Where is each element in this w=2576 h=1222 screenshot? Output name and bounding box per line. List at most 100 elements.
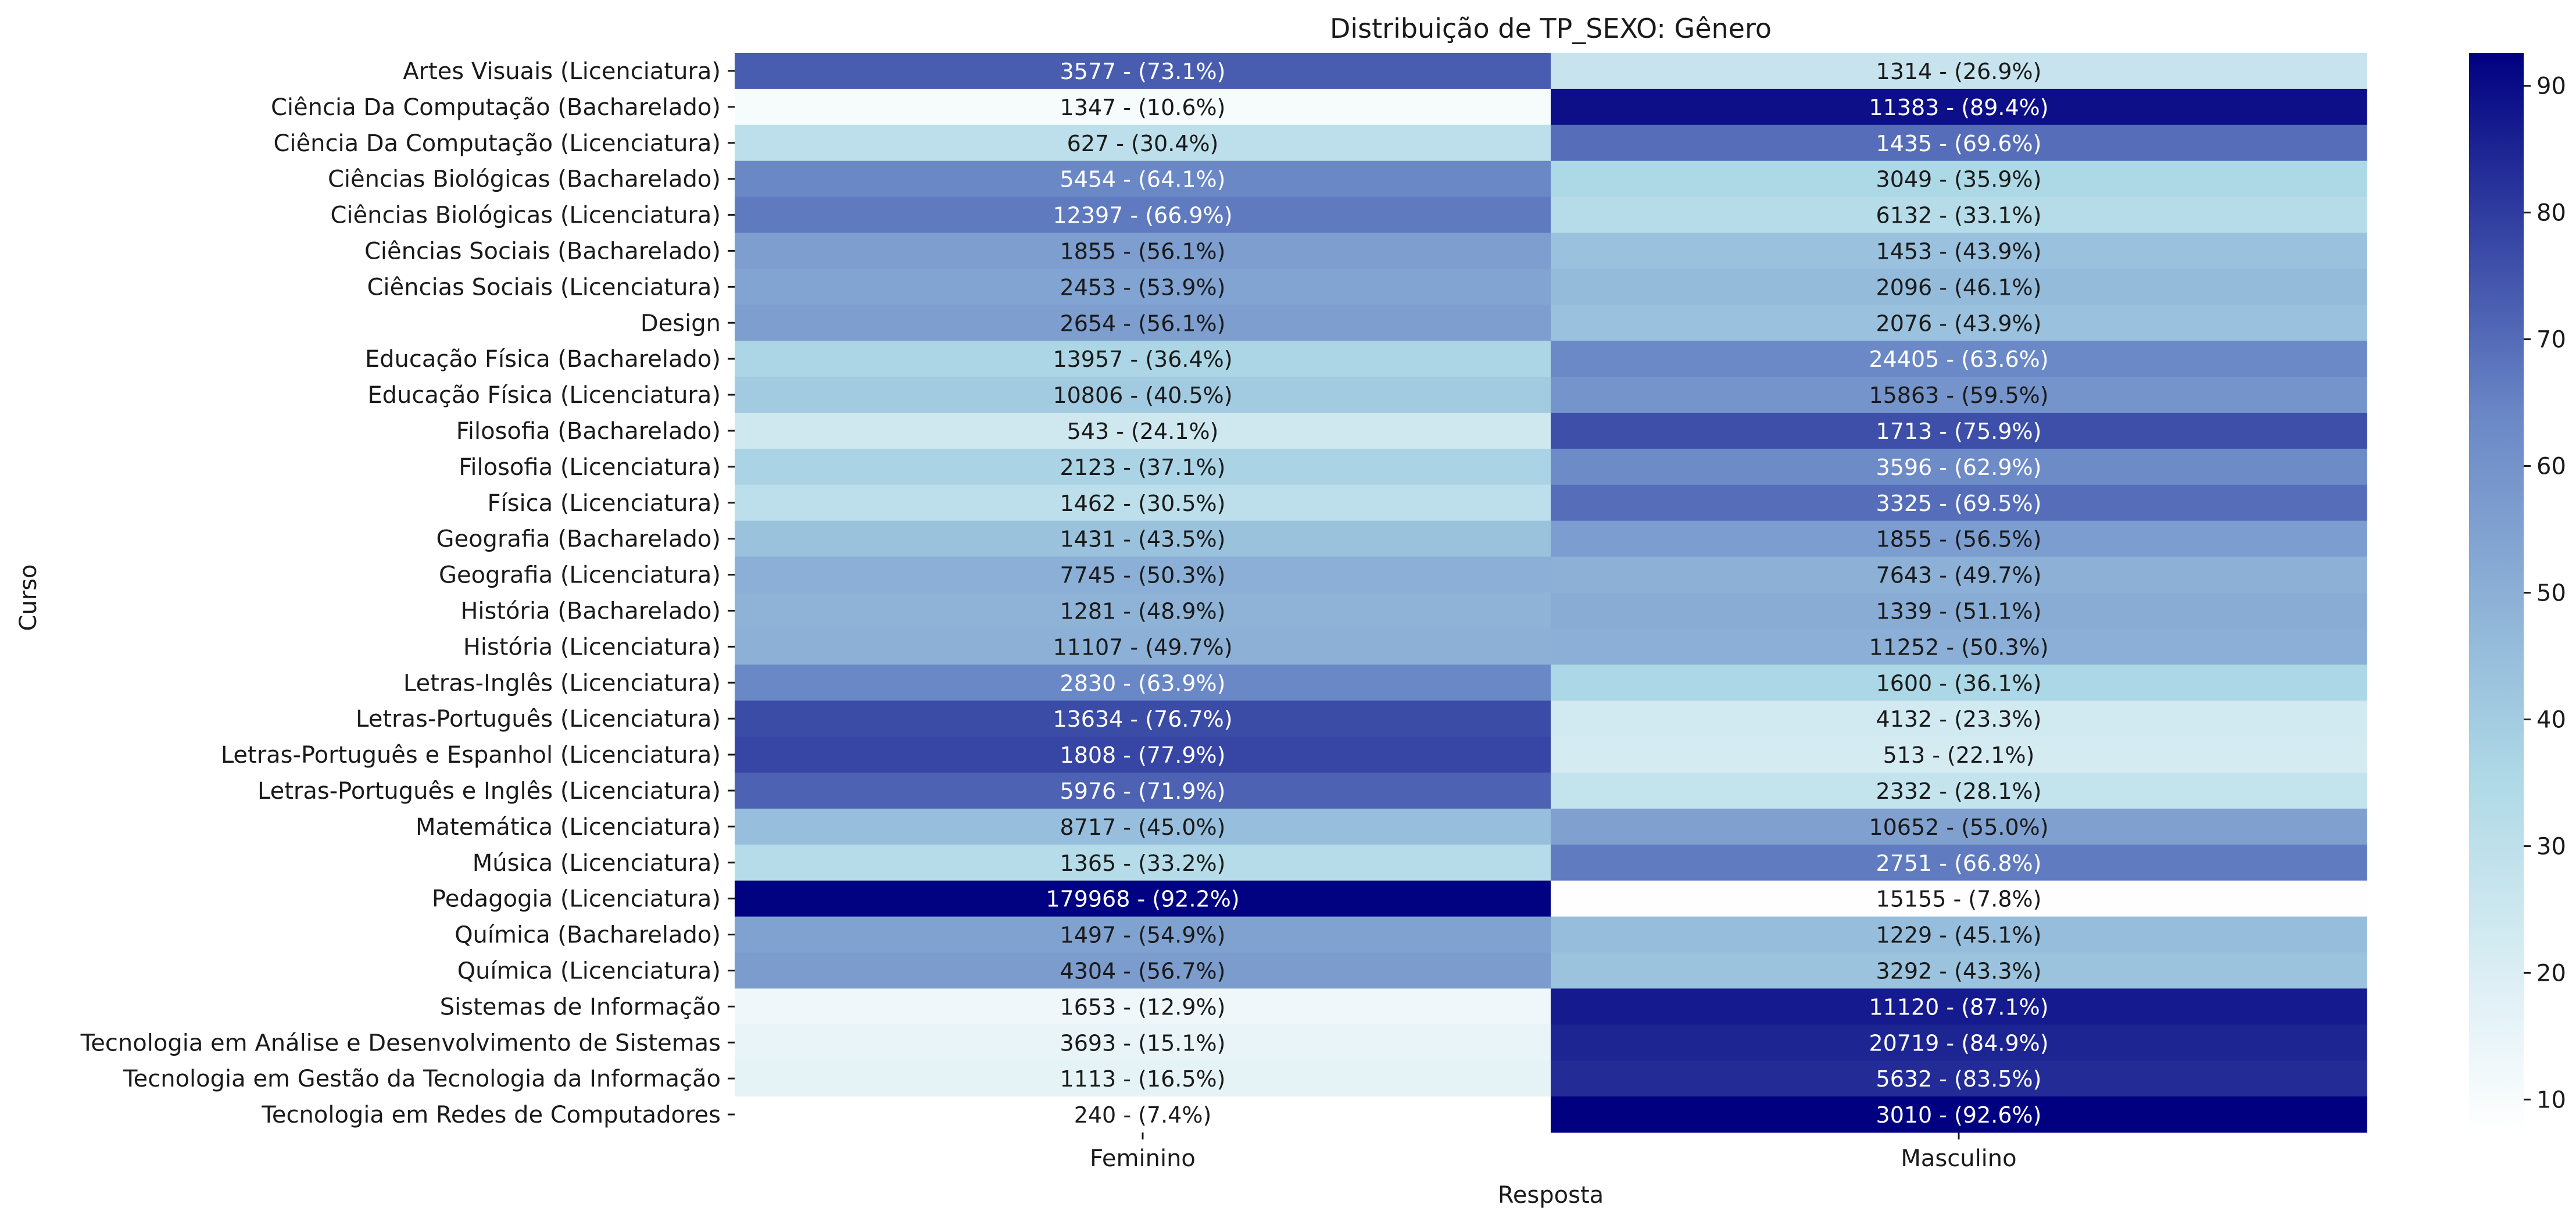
- cell-value-label: 15155 - (7.8%): [1876, 887, 2042, 912]
- heatmap-cell: [1551, 53, 2367, 90]
- row-label: Tecnologia em Redes de Computadores: [261, 1102, 721, 1128]
- cell-value-label: 1808 - (77.9%): [1060, 742, 1226, 768]
- heatmap-cell: [1551, 160, 2367, 198]
- row-label: Química (Bacharelado): [455, 922, 721, 949]
- heatmap-cell: [735, 1024, 1551, 1061]
- row-label: Física (Licenciatura): [488, 490, 721, 517]
- cell-value-label: 1653 - (12.9%): [1060, 994, 1226, 1020]
- heatmap-cell: [735, 484, 1551, 521]
- row-label: Ciências Biológicas (Licenciatura): [330, 202, 721, 229]
- heatmap-cell: [735, 737, 1551, 773]
- row-label: História (Licenciatura): [463, 634, 721, 660]
- cell-value-label: 1600 - (36.1%): [1876, 670, 2042, 696]
- heatmap-cell: [735, 880, 1551, 917]
- row-label: Música (Licenciatura): [473, 850, 721, 877]
- heatmap-cell: [1551, 124, 2367, 162]
- cell-value-label: 2076 - (43.9%): [1876, 310, 2042, 336]
- column-labels: Feminino Masculino: [1090, 1132, 2017, 1172]
- colorbar-tick-label: 50: [2536, 580, 2566, 607]
- cell-value-label: 1453 - (43.9%): [1876, 238, 2042, 264]
- cell-value-label: 240 - (7.4%): [1074, 1102, 1212, 1128]
- cell-value-label: 3292 - (43.3%): [1876, 958, 2042, 984]
- heatmap-cell: [1551, 196, 2367, 233]
- heatmap-cell: [1551, 305, 2367, 341]
- heatmap-cell: [735, 341, 1551, 377]
- chart-title: Distribuição de TP_SEXO: Gênero: [1330, 13, 1772, 44]
- row-label: Ciência Da Computação (Bacharelado): [271, 94, 721, 121]
- row-label: Ciências Sociais (Bacharelado): [364, 238, 721, 265]
- cell-value-label: 13957 - (36.4%): [1053, 346, 1232, 372]
- cell-value-label: 11252 - (50.3%): [1869, 634, 2048, 660]
- heatmap-cell: [1551, 484, 2367, 521]
- row-label: Matemática (Licenciatura): [416, 814, 721, 841]
- cell-value-label: 8717 - (45.0%): [1060, 814, 1226, 840]
- cell-value-label: 1855 - (56.1%): [1060, 238, 1226, 264]
- heatmap-cell: [735, 808, 1551, 845]
- colorbar-tick-label: 40: [2536, 706, 2566, 733]
- cell-value-label: 11107 - (49.7%): [1053, 634, 1232, 660]
- heatmap-cell: [735, 196, 1551, 233]
- cell-value-label: 1229 - (45.1%): [1876, 923, 2042, 948]
- cell-value-label: 1365 - (33.2%): [1060, 851, 1226, 876]
- heatmap-cell: [1551, 701, 2367, 737]
- cell-value-label: 7745 - (50.3%): [1060, 563, 1226, 588]
- cell-value-label: 1339 - (51.1%): [1876, 598, 2042, 624]
- heatmap-cell: [735, 592, 1551, 629]
- heatmap-cell: [1551, 377, 2367, 413]
- cell-value-label: 1281 - (48.9%): [1060, 598, 1226, 624]
- heatmap-cell: [735, 916, 1551, 953]
- heatmap-cell: [735, 520, 1551, 558]
- cell-value-label: 1855 - (56.5%): [1876, 527, 2042, 552]
- cell-value-label: 15863 - (59.5%): [1869, 383, 2048, 408]
- cell-value-label: 24405 - (63.6%): [1869, 346, 2048, 372]
- heatmap-cell: [1551, 413, 2367, 449]
- cell-value-label: 1347 - (10.6%): [1060, 95, 1226, 120]
- heatmap-cell: [735, 1096, 1551, 1133]
- cell-value-label: 6132 - (33.1%): [1876, 203, 2042, 228]
- row-label: Filosofia (Bacharelado): [456, 418, 721, 445]
- heatmap-cell: [735, 628, 1551, 665]
- cell-value-label: 13634 - (76.7%): [1053, 706, 1232, 732]
- colorbar-tick-label: 10: [2536, 1087, 2566, 1113]
- cell-value-label: 2830 - (63.9%): [1060, 670, 1226, 696]
- heatmap-cell: [735, 305, 1551, 341]
- y-axis-label: Curso: [15, 564, 42, 631]
- row-label: Educação Física (Bacharelado): [365, 346, 721, 373]
- colorbar: 10 20 30 40 50 60 70 80 90: [2469, 53, 2566, 1132]
- row-label: Letras-Português e Inglês (Licenciatura): [257, 778, 721, 805]
- heatmap-cell: [1551, 844, 2367, 881]
- row-label: Sistemas de Informação: [440, 994, 721, 1020]
- cell-value-label: 5632 - (83.5%): [1876, 1066, 2042, 1092]
- heatmap-cell: [1551, 1096, 2367, 1133]
- cell-value-label: 3010 - (92.6%): [1876, 1102, 2042, 1128]
- cell-value-label: 12397 - (66.9%): [1053, 203, 1232, 228]
- heatmap-cell: [1551, 773, 2367, 809]
- cell-value-label: 5976 - (71.9%): [1060, 778, 1226, 804]
- heatmap-cell: [1551, 916, 2367, 953]
- heatmap-cell: [1551, 233, 2367, 269]
- row-label: Letras-Português e Espanhol (Licenciatur…: [221, 742, 721, 769]
- heatmap-cell: [1551, 664, 2367, 701]
- cell-value-label: 2123 - (37.1%): [1060, 455, 1226, 480]
- cell-value-label: 3577 - (73.1%): [1060, 59, 1226, 84]
- cell-value-label: 1435 - (69.6%): [1876, 131, 2042, 156]
- heatmap-cell: [735, 664, 1551, 701]
- heatmap-cell: [735, 556, 1551, 593]
- row-label: Design: [641, 310, 721, 337]
- row-label: Pedagogia (Licenciatura): [432, 886, 721, 913]
- heatmap-cell: [735, 413, 1551, 449]
- row-label: Letras-Português (Licenciatura): [356, 706, 721, 733]
- row-label: Química (Licenciatura): [457, 957, 721, 984]
- row-label: Educação Física (Licenciatura): [367, 382, 721, 409]
- heatmap-cell: [735, 1060, 1551, 1097]
- heatmap-cell: [735, 160, 1551, 198]
- cell-value-label: 3325 - (69.5%): [1876, 491, 2042, 516]
- heatmap-cell: [735, 448, 1551, 485]
- heatmap-cell: [735, 269, 1551, 305]
- cell-value-label: 2096 - (46.1%): [1876, 274, 2042, 300]
- cell-value-label: 2332 - (28.1%): [1876, 778, 2042, 804]
- heatmap-cell: [1551, 628, 2367, 665]
- heatmap-cell: [1551, 448, 2367, 485]
- heatmap-cell: [1551, 880, 2367, 917]
- heatmap-cell: [1551, 808, 2367, 845]
